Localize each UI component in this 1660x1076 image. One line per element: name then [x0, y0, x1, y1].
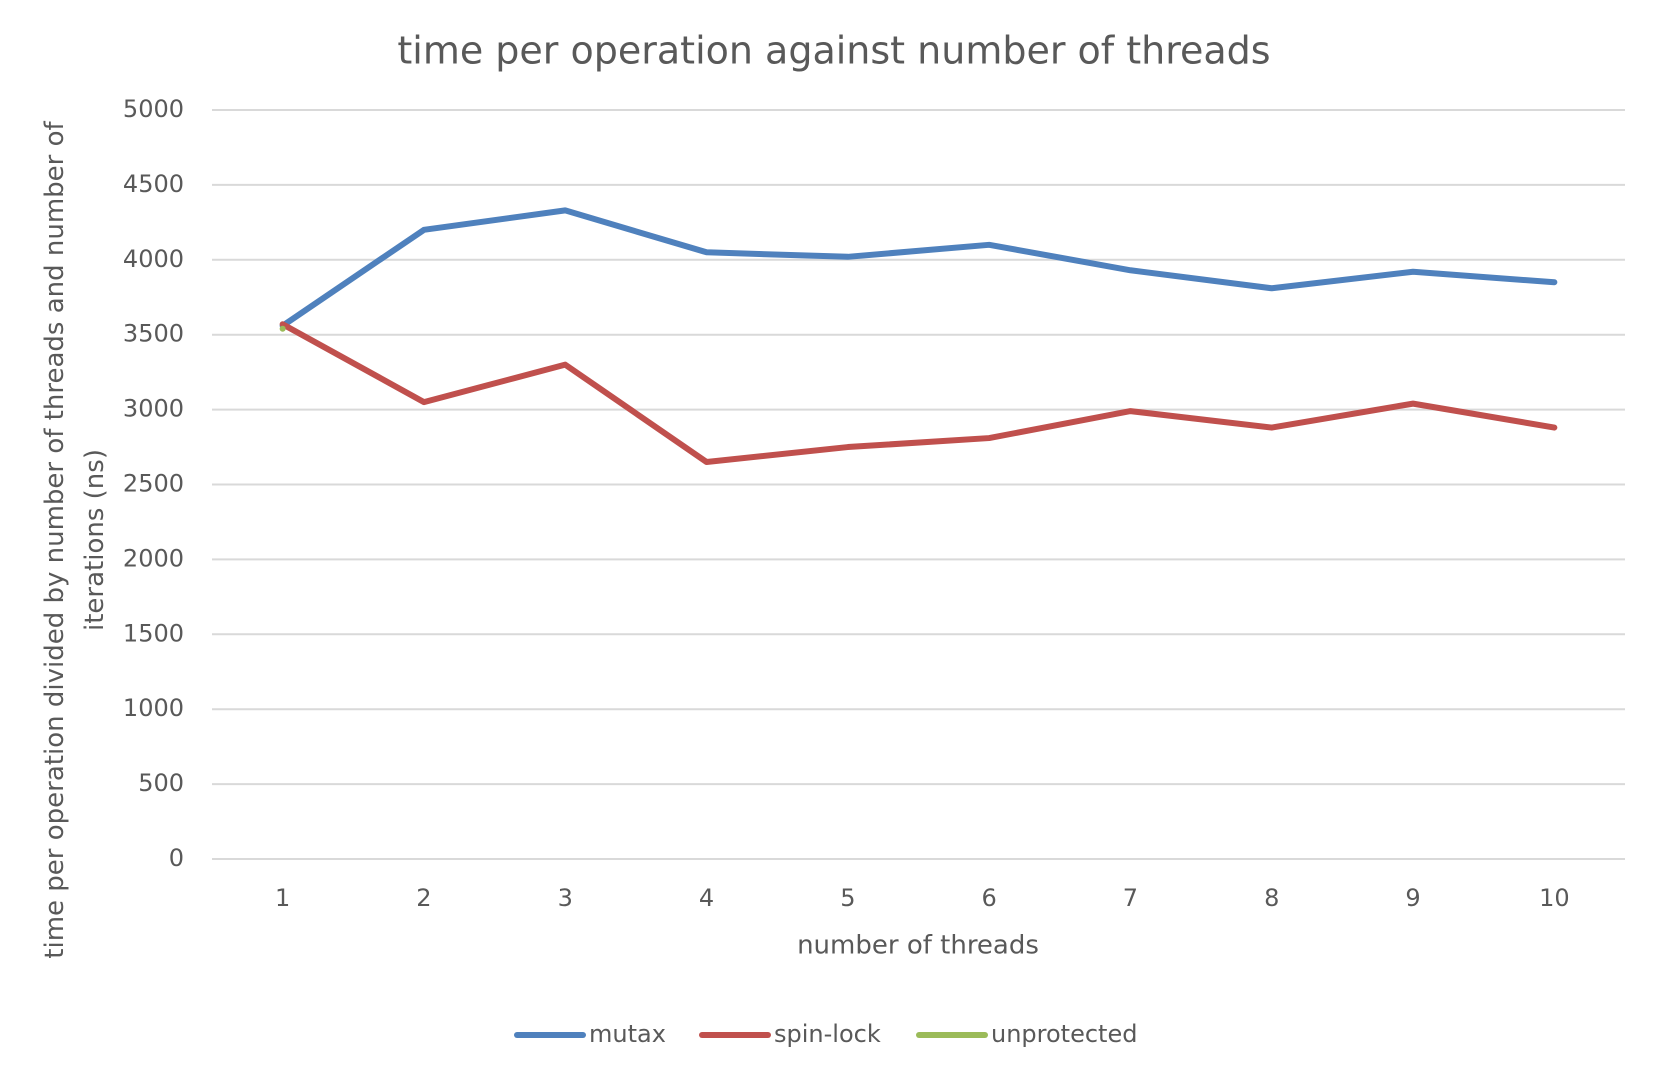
- y-tick-label: 3500: [123, 320, 184, 348]
- x-tick-label: 4: [699, 884, 714, 912]
- y-tick-label: 0: [169, 844, 184, 872]
- y-tick-label: 2500: [123, 470, 184, 498]
- x-tick-label: 1: [275, 884, 290, 912]
- legend-label: mutax: [589, 1020, 666, 1048]
- y-tick-label: 5000: [123, 95, 184, 123]
- legend-label: spin-lock: [774, 1020, 881, 1048]
- y-tick-label: 1000: [123, 694, 184, 722]
- y-tick-label: 1500: [123, 619, 184, 647]
- y-tick-label: 3000: [123, 395, 184, 423]
- y-tick-label: 4500: [123, 170, 184, 198]
- y-tick-label: 2000: [123, 544, 184, 572]
- y-axis-title: time per operation divided by number of …: [40, 121, 110, 959]
- x-tick-label: 7: [1123, 884, 1138, 912]
- y-tick-label: 500: [138, 769, 184, 797]
- x-tick-label: 10: [1539, 884, 1570, 912]
- x-axis-title: number of threads: [797, 931, 1039, 961]
- legend-label: unprotected: [991, 1020, 1137, 1048]
- x-tick-label: 3: [558, 884, 573, 912]
- line-series: [279, 321, 1558, 466]
- chart-title: time per operation against number of thr…: [397, 29, 1270, 73]
- x-tick-label: 2: [416, 884, 431, 912]
- line-series: [279, 207, 1558, 329]
- x-tick-label: 9: [1405, 884, 1420, 912]
- y-tick-label: 4000: [123, 245, 184, 273]
- x-tick-label: 6: [982, 884, 997, 912]
- x-tick-label: 5: [840, 884, 855, 912]
- x-tick-label: 8: [1264, 884, 1279, 912]
